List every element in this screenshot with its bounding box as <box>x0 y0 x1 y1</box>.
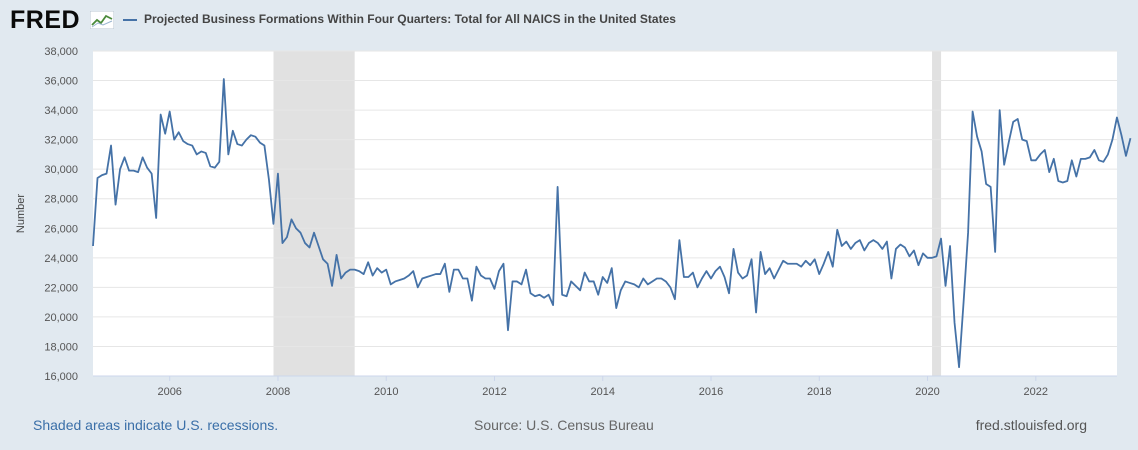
x-tick-label: 2012 <box>482 386 506 398</box>
x-tick-label: 2016 <box>699 386 723 398</box>
y-tick-label: 38,000 <box>44 46 78 58</box>
x-tick-label: 2010 <box>374 386 398 398</box>
plot-area <box>93 51 1117 376</box>
series-line <box>92 78 1132 369</box>
chart-header: FRED Projected Business Formations Withi… <box>0 0 1138 40</box>
y-tick-label: 24,000 <box>44 253 78 265</box>
y-tick-label: 16,000 <box>44 371 78 383</box>
site-link[interactable]: fred.stlouisfed.org <box>975 417 1087 433</box>
y-axis-ticks: 16,000 18,000 20,000 22,000 24,000 26,000 28,0… <box>44 46 78 383</box>
y-axis-label: Number <box>15 194 27 233</box>
line-chart: 16,000 18,000 20,000 22,000 24,000 26,000 28,0… <box>15 46 1132 398</box>
x-axis-ticks: 2006 2008 2010 2012 2014 2016 2018 2020 2022 <box>93 375 1117 398</box>
fred-logo-graph-icon <box>90 11 114 29</box>
fred-logo[interactable]: FRED <box>10 6 81 34</box>
legend-swatch <box>123 19 137 21</box>
y-tick-label: 28,000 <box>44 194 78 206</box>
y-tick-label: 32,000 <box>44 135 78 147</box>
y-tick-label: 26,000 <box>44 223 78 235</box>
recession-band <box>273 51 355 376</box>
y-tick-label: 22,000 <box>44 282 78 294</box>
y-tick-label: 18,000 <box>44 341 78 353</box>
chart-title: Projected Business Formations Within Fou… <box>144 12 676 26</box>
recession-band <box>932 51 942 376</box>
recession-note[interactable]: Shaded areas indicate U.S. recessions. <box>33 417 279 433</box>
source-note: Source: U.S. Census Bureau <box>474 417 654 433</box>
x-tick-label: 2006 <box>157 386 181 398</box>
y-tick-label: 34,000 <box>44 105 78 117</box>
x-tick-label: 2018 <box>807 386 831 398</box>
x-tick-label: 2022 <box>1024 386 1048 398</box>
x-tick-label: 2014 <box>591 386 615 398</box>
x-tick-label: 2008 <box>266 386 290 398</box>
recession-shading <box>273 51 942 376</box>
x-tick-label: 2020 <box>915 386 939 398</box>
y-tick-label: 20,000 <box>44 312 78 324</box>
y-tick-label: 30,000 <box>44 164 78 176</box>
y-tick-label: 36,000 <box>44 76 78 88</box>
